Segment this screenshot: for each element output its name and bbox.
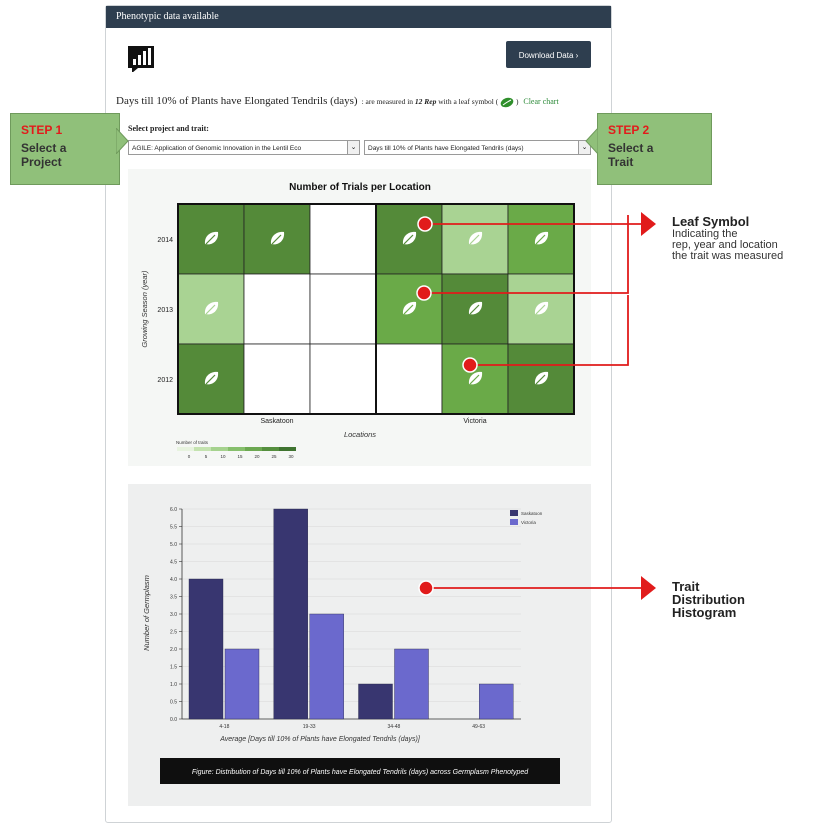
leaf-symbol-icon	[500, 97, 514, 108]
x-tick-label: 19-33	[303, 724, 316, 730]
leaf-symbol-annotation: Leaf Symbol Indicating the rep, year and…	[672, 214, 784, 262]
heatmap-cell[interactable]	[243, 273, 311, 345]
location-tick-label: Victoria	[463, 418, 486, 425]
trait-summary: Days till 10% of Plants have Elongated T…	[116, 91, 611, 109]
trials-heatmap: Number of Trials per Location 2014 2013 20…	[140, 182, 575, 459]
caption-box	[160, 758, 560, 784]
figure-caption: Figure: Distribution of Days till 10% of…	[192, 769, 529, 776]
heatmap-cell[interactable]	[309, 273, 377, 345]
y-tick-label: 1.5	[170, 665, 177, 671]
legend-label: Victoria	[521, 520, 536, 525]
legend-swatch	[211, 447, 228, 451]
heatmap-y-label: Growing Season (year)	[140, 270, 149, 348]
leaf-icon	[468, 231, 483, 245]
leaf-icon	[534, 371, 549, 385]
heatmap-title: Number of Trials per Location	[289, 182, 431, 193]
trait-histogram: 0.00.51.01.52.02.53.03.54.04.55.05.56.0 …	[142, 507, 560, 784]
histogram-x-label: Average [Days till 10% of Plants have El…	[219, 736, 421, 743]
legend-tick: 30	[288, 454, 294, 459]
step2-arrow	[585, 128, 598, 154]
leaf-icon	[534, 301, 549, 315]
trait-name: Days till 10% of Plants have Elongated T…	[116, 95, 358, 107]
panel-header: Phenotypic data available	[106, 6, 611, 28]
x-tick-label: 4-18	[219, 724, 229, 730]
download-data-button[interactable]: Download Data ›	[506, 41, 591, 68]
legend-title: Number of traits	[176, 440, 209, 445]
y-tick-label: 0.0	[170, 717, 177, 723]
legend-label: Saskatoon	[521, 511, 543, 516]
histogram-bar[interactable]	[273, 508, 308, 720]
legend-tick: 20	[254, 454, 260, 459]
trait-select[interactable]: Days till 10% of Plants have Elongated T…	[364, 140, 591, 155]
y-tick-label: 2.5	[170, 630, 177, 636]
chevron-down-icon: ⌄	[578, 141, 590, 154]
histogram-bar[interactable]	[479, 683, 514, 720]
project-select[interactable]: AGILE: Application of Genomic Innovation…	[128, 140, 360, 155]
leaf-icon	[204, 301, 219, 315]
y-tick-label: 3.5	[170, 595, 177, 601]
legend-swatch	[177, 447, 194, 451]
legend-tick: 5	[205, 454, 208, 459]
clear-chart-link[interactable]: Clear chart	[523, 97, 559, 106]
chevron-down-icon: ⌄	[347, 141, 359, 154]
leaf-icon	[468, 371, 483, 385]
leaf-icon	[270, 231, 285, 245]
y-tick-label: 4.5	[170, 560, 177, 566]
year-tick-label: 2013	[157, 307, 173, 314]
y-tick-label: 1.0	[170, 682, 177, 688]
year-tick-label: 2014	[157, 237, 173, 244]
legend-swatch	[245, 447, 262, 451]
leaf-icon	[468, 301, 483, 315]
leaf-icon	[402, 301, 417, 315]
step1-callout: STEP 1 Select a Project	[10, 113, 120, 185]
legend-swatch	[510, 519, 518, 525]
legend-swatch	[228, 447, 245, 451]
x-tick-label: 49-63	[472, 724, 485, 730]
y-tick-label: 5.0	[170, 542, 177, 548]
heatmap-cell[interactable]	[243, 343, 311, 415]
histogram-bar[interactable]	[224, 648, 260, 720]
histogram-bar[interactable]	[309, 613, 344, 720]
leaf-icon	[402, 231, 417, 245]
histogram-y-label: Number of Germplasm	[142, 575, 151, 651]
y-tick-label: 2.0	[170, 647, 177, 653]
x-tick-label: 34-48	[387, 724, 400, 730]
y-tick-label: 5.5	[170, 525, 177, 531]
heatmap-x-label: Locations	[344, 430, 376, 439]
histogram-bar[interactable]	[188, 578, 224, 720]
histogram-bar[interactable]	[394, 648, 429, 720]
step1-arrow	[116, 128, 129, 154]
legend-swatch	[510, 510, 518, 516]
select-label: Select project and trait:	[128, 124, 209, 133]
measured-text: : are measured in 12 Rep with a leaf sym…	[362, 97, 521, 108]
leaf-icon	[534, 231, 549, 245]
legend-tick: 10	[220, 454, 226, 459]
location-tick-label: Saskatoon	[260, 418, 293, 425]
histogram-annotation: Trait Distribution Histogram	[672, 579, 745, 620]
bar-chart-icon	[128, 46, 154, 72]
legend-swatch	[279, 447, 296, 451]
y-tick-label: 0.5	[170, 700, 177, 706]
leaf-icon	[204, 231, 219, 245]
legend-swatch	[194, 447, 211, 451]
y-tick-label: 4.0	[170, 577, 177, 583]
heatmap-cell[interactable]	[309, 343, 377, 415]
legend-tick: 0	[188, 454, 191, 459]
heatmap-cell[interactable]	[309, 203, 377, 275]
y-tick-label: 3.0	[170, 612, 177, 618]
leaf-icon	[204, 371, 219, 385]
y-tick-label: 6.0	[170, 507, 177, 513]
legend-tick: 15	[237, 454, 243, 459]
legend-tick: 25	[271, 454, 277, 459]
histogram-bar[interactable]	[358, 683, 393, 720]
legend-swatch	[262, 447, 279, 451]
year-tick-label: 2012	[157, 377, 173, 384]
